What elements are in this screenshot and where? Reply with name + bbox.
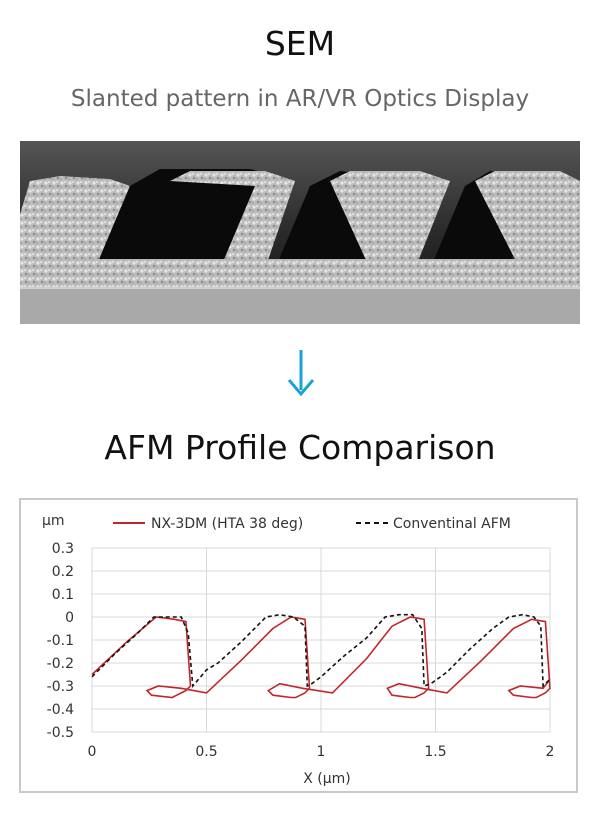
afm-profile-title: AFM Profile Comparison bbox=[104, 428, 496, 467]
y-tick-label: -0.4 bbox=[47, 702, 74, 718]
afm-profile-chart: 0.3 0.2 0.1 0 -0.1 -0.2 -0.3 -0.4 -0.5 0 0.5 1 1.5 2 … bbox=[19, 498, 578, 793]
sem-title: SEM bbox=[264, 24, 336, 63]
y-tick-label: 0.3 bbox=[52, 541, 74, 557]
chart-ticks: 0.3 0.2 0.1 0 -0.1 -0.2 -0.3 -0.4 -0.5 0 0.5 1 1.5 2 bbox=[47, 541, 555, 760]
legend-label-conventional: Conventinal AFM bbox=[393, 516, 511, 532]
chart-grid bbox=[91, 547, 551, 733]
y-axis-label: µm bbox=[42, 513, 65, 529]
chart-legend: NX-3DM (HTA 38 deg) Conventinal AFM bbox=[113, 516, 511, 532]
x-axis-label: X (µm) bbox=[303, 771, 351, 787]
down-arrow-icon bbox=[287, 350, 315, 397]
x-tick-label: 1 bbox=[317, 744, 326, 760]
y-tick-label: 0 bbox=[65, 610, 74, 626]
y-tick-label: 0.1 bbox=[52, 587, 74, 603]
chart-series bbox=[91, 613, 551, 699]
x-tick-label: 0 bbox=[88, 744, 97, 760]
sem-slanted-grating-image bbox=[20, 141, 580, 324]
sem-subtitle: Slanted pattern in AR/VR Optics Display bbox=[70, 86, 530, 112]
y-tick-label: -0.5 bbox=[47, 725, 74, 741]
y-tick-label: -0.3 bbox=[47, 679, 74, 695]
y-tick-label: -0.2 bbox=[47, 656, 74, 672]
y-tick-label: -0.1 bbox=[47, 633, 74, 649]
x-tick-label: 0.5 bbox=[195, 744, 217, 760]
legend-label-nx3dm: NX-3DM (HTA 38 deg) bbox=[151, 516, 303, 532]
series-line-nx3dm bbox=[91, 616, 551, 699]
x-tick-label: 2 bbox=[546, 744, 555, 760]
y-tick-label: 0.2 bbox=[52, 564, 74, 580]
chart-canvas: 0.30.20.10-0.1-0.2-0.3-0.4-0.50 0.5 1 1.5 2 … bbox=[42, 513, 555, 787]
x-tick-label: 1.5 bbox=[424, 744, 446, 760]
